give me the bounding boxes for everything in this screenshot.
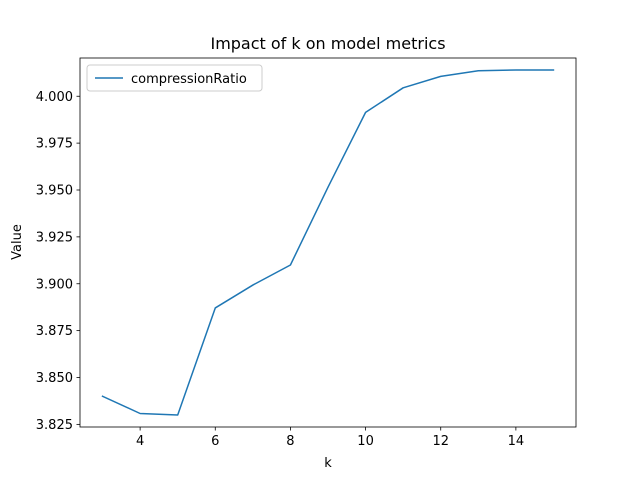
plot-area xyxy=(101,69,555,416)
x-tick-label: 4 xyxy=(136,434,144,449)
axes-frame xyxy=(79,57,577,428)
chart-title: Impact of k on model metrics xyxy=(210,34,445,53)
y-tick-label: 3.875 xyxy=(36,324,73,339)
y-tick-label: 3.900 xyxy=(36,277,73,292)
y-tick-label: 3.825 xyxy=(36,418,73,433)
y-tick-label: 3.925 xyxy=(36,230,73,245)
x-tick-label: 10 xyxy=(357,434,374,449)
x-tick-label: 14 xyxy=(508,434,525,449)
y-tick-label: 3.950 xyxy=(36,184,73,199)
y-tick-label: 3.850 xyxy=(36,371,73,386)
legend-label-0: compressionRatio xyxy=(131,72,247,87)
y-axis-label: Value xyxy=(10,224,25,260)
x-tick-label: 8 xyxy=(286,434,294,449)
x-tick-label: 12 xyxy=(432,434,449,449)
y-tick-label: 3.975 xyxy=(36,137,73,152)
series-line-0 xyxy=(101,69,555,416)
legend-box xyxy=(86,64,263,92)
axes: 4 6 8 10 12 14 3.825 3.850 3.875 3.900 3.925 3.950 3… xyxy=(36,57,577,449)
legend: compressionRatio xyxy=(86,64,263,92)
y-tick-label: 4.000 xyxy=(36,90,73,105)
x-tick-label: 6 xyxy=(211,434,219,449)
x-axis-label: k xyxy=(324,456,332,471)
